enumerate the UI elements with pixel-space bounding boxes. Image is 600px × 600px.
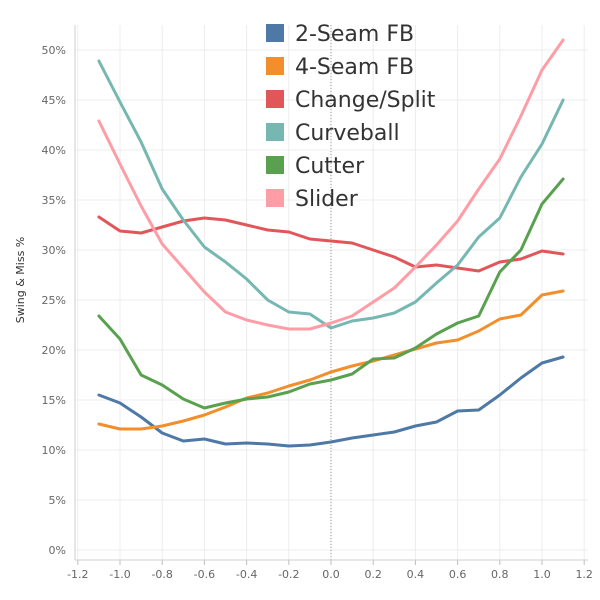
x-tick-label: 0.8 — [491, 568, 509, 581]
legend-swatch-cutter — [266, 156, 284, 174]
x-tick-label: 1.0 — [533, 568, 551, 581]
legend-swatch-slider — [266, 189, 284, 207]
legend-label-curveball: Curveball — [295, 121, 400, 146]
legend-label-slider: Slider — [295, 187, 359, 212]
y-axis-label: Swing & Miss % — [14, 237, 27, 324]
y-tick-label: 35% — [42, 194, 66, 207]
y-tick-label: 0% — [49, 544, 66, 557]
y-tick-label: 40% — [42, 144, 66, 157]
y-tick-label: 30% — [42, 244, 66, 257]
x-tick-label: -0.8 — [151, 568, 172, 581]
y-tick-label: 10% — [42, 444, 66, 457]
y-axis-ticks: 0% 5% 10% 15% 20% 25% 30% 35% 40% 45% 50% — [42, 44, 66, 557]
series-line-change-split — [97, 215, 565, 273]
y-tick-label: 5% — [49, 494, 66, 507]
x-tick-label: 0.4 — [407, 568, 425, 581]
y-tick-label: 25% — [42, 294, 66, 307]
y-tick-label: 20% — [42, 344, 66, 357]
legend-swatch-change-split — [266, 90, 284, 108]
legend-label-cutter: Cutter — [295, 154, 365, 179]
series-line-2-seam-fb — [97, 355, 565, 448]
x-tick-label: 1.2 — [575, 568, 593, 581]
x-tick-label: -1.2 — [67, 568, 88, 581]
legend-label-change-split: Change/Split — [295, 88, 436, 113]
y-tick-label: 50% — [42, 44, 66, 57]
legend: 2-Seam FB 4-Seam FB Change/Split Curveball C… — [266, 22, 436, 212]
legend-swatch-2-seam-fb — [266, 24, 284, 42]
x-tick-label: -0.2 — [278, 568, 299, 581]
legend-label-4-seam-fb: 4-Seam FB — [295, 55, 414, 80]
legend-swatch-curveball — [266, 123, 284, 141]
legend-label-2-seam-fb: 2-Seam FB — [295, 22, 414, 47]
axes — [74, 25, 588, 565]
series-lines — [97, 38, 565, 448]
series-line-slider — [97, 38, 565, 331]
x-tick-label: 0.6 — [449, 568, 467, 581]
x-tick-label: 0.2 — [364, 568, 382, 581]
series-line-curveball — [97, 59, 565, 330]
legend-swatch-4-seam-fb — [266, 57, 284, 75]
y-tick-label: 15% — [42, 394, 66, 407]
x-tick-label: -1.0 — [109, 568, 130, 581]
series-line-4-seam-fb — [97, 289, 565, 431]
x-axis-ticks: -1.2 -1.0 -0.8 -0.6 -0.4 -0.2 0.0 0.2 0.4 0.6 0.8 1… — [67, 568, 593, 581]
x-tick-label: 0.0 — [322, 568, 340, 581]
y-tick-label: 45% — [42, 94, 66, 107]
x-tick-label: -0.6 — [194, 568, 215, 581]
x-tick-label: -0.4 — [236, 568, 257, 581]
series-line-cutter — [97, 177, 565, 410]
